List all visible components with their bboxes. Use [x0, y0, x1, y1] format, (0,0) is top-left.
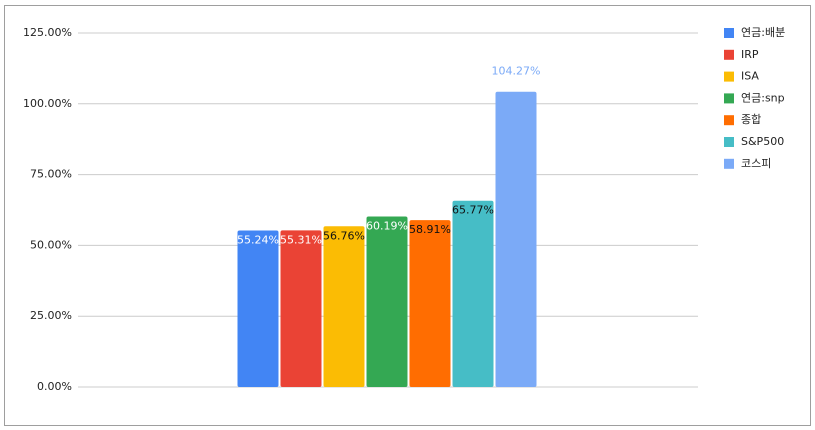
- bar: [452, 200, 494, 387]
- legend-swatch: [724, 137, 734, 147]
- legend-label: 코스피: [741, 157, 771, 170]
- data-label: 56.76%: [323, 229, 365, 242]
- legend-swatch: [724, 115, 734, 126]
- y-tick-label: 25.00%: [30, 309, 72, 322]
- data-label: 104.27%: [492, 65, 541, 78]
- bar: [323, 226, 365, 387]
- legend-label: 연금:배분: [741, 26, 785, 39]
- legend-swatch: [724, 71, 734, 82]
- y-tick-label: 100.00%: [23, 97, 72, 110]
- legend-swatch: [724, 28, 734, 38]
- data-label: 55.31%: [280, 233, 322, 246]
- legend-label: S&P500: [741, 135, 784, 148]
- legend-label: IRP: [741, 48, 759, 61]
- data-label: 65.77%: [452, 204, 494, 217]
- bar: [366, 216, 408, 387]
- legend-swatch: [724, 49, 734, 60]
- legend-swatch: [724, 93, 734, 104]
- legend-label: 종합: [741, 113, 761, 126]
- bar: [409, 220, 451, 387]
- y-tick-label: 125.00%: [23, 26, 72, 39]
- legend-label: ISA: [741, 70, 759, 83]
- bar: [280, 230, 322, 387]
- data-label: 55.24%: [237, 234, 279, 247]
- y-tick-label: 50.00%: [30, 238, 72, 251]
- data-label: 58.91%: [409, 223, 451, 236]
- legend-label: 연금:snp: [741, 91, 785, 104]
- bar: [237, 230, 279, 387]
- data-label: 60.19%: [366, 220, 408, 233]
- y-tick-label: 75.00%: [30, 168, 72, 181]
- bar: [495, 91, 537, 387]
- legend-swatch: [724, 158, 734, 169]
- y-tick-label: 0.00%: [37, 380, 72, 393]
